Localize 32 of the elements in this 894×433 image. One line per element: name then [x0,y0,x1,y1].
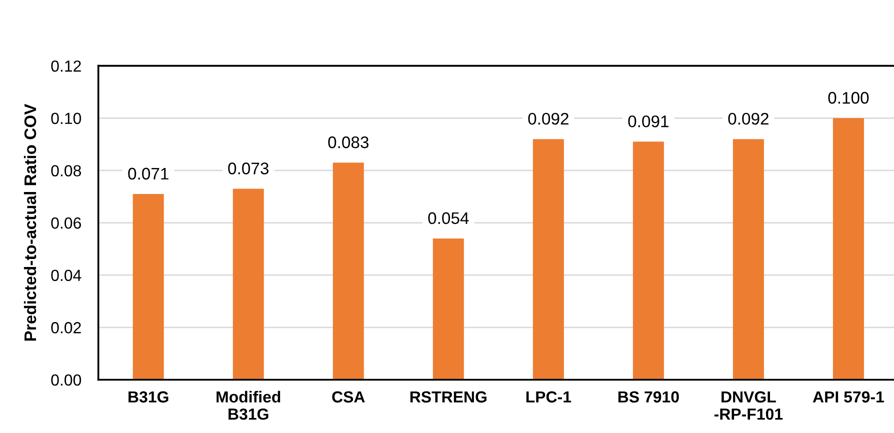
bar [732,139,764,380]
y-tick-label: 0.04 [51,270,82,282]
y-tick-label: 0.06 [51,217,81,229]
x-tick-label: BS 7910 [618,391,679,403]
bar [132,194,164,380]
y-tick-label: 0.12 [51,60,81,72]
bar [332,162,364,380]
bar [832,118,864,380]
x-tick-label: RSTRENG [410,391,486,403]
y-tick-label: 0.02 [51,322,81,334]
y-axis-title: Predicted-to-actual Ratio COV [24,104,36,341]
x-tick-label: Modified B31G [216,390,280,420]
data-label: 0.073 [228,162,268,174]
bar [232,188,264,380]
y-tick-label: 0.10 [51,112,82,124]
x-tick-label: CSA [332,391,365,403]
y-tick-label: 0.08 [51,165,81,176]
x-tick-label: DNVGL -RP-F101 [714,391,783,420]
data-label: 0.083 [328,136,369,148]
data-label: 0.071 [128,168,168,180]
y-tick-label: 0.00 [51,374,82,386]
bar [532,139,564,380]
data-label: 0.100 [828,92,869,104]
data-label: 0.092 [528,112,568,125]
x-tick-label: LPC-1 [526,391,572,403]
bar [632,142,664,380]
x-tick-label: B31G [128,391,168,403]
bar [432,238,464,380]
data-label: 0.092 [728,112,768,125]
x-tick-label: API 579-1 [812,391,884,403]
data-label: 0.054 [428,212,469,224]
data-label: 0.091 [628,115,668,128]
